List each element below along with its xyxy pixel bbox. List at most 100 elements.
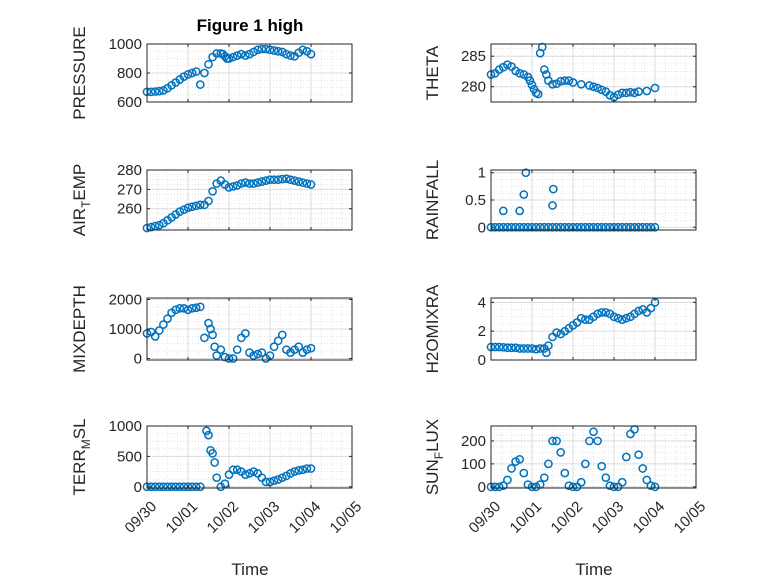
data-point <box>597 222 607 232</box>
data-point <box>183 305 193 315</box>
data-point <box>269 46 279 55</box>
y-tick-label: 1000 <box>109 36 142 53</box>
data-point <box>548 79 557 89</box>
data-point <box>179 205 189 215</box>
data-point <box>580 315 590 324</box>
data-point <box>183 203 193 213</box>
data-point <box>515 222 525 232</box>
data-point <box>507 464 516 473</box>
y-axis-label-pressure: PRESSURE <box>70 26 89 120</box>
data-point <box>257 44 267 54</box>
data-point <box>298 465 308 475</box>
data-point <box>519 190 529 199</box>
data-point <box>597 85 607 95</box>
data-point <box>527 344 537 353</box>
y-tick-label: 270 <box>117 181 142 198</box>
data-point <box>617 222 627 232</box>
data-point <box>195 80 205 89</box>
data-point <box>634 222 643 232</box>
data-point <box>228 52 238 62</box>
data-point <box>593 83 602 93</box>
data-point <box>576 79 586 89</box>
data-point <box>261 176 271 185</box>
data-point <box>601 473 611 483</box>
x-axis-label-right: Time <box>575 560 612 579</box>
y-tick-label: 500 <box>117 448 142 465</box>
data-point <box>294 342 304 352</box>
y-tick-label: 0 <box>478 219 486 236</box>
data-point <box>634 450 643 460</box>
data-point <box>306 49 316 59</box>
data-point <box>294 177 304 186</box>
data-point <box>511 343 520 353</box>
data-point <box>154 86 164 96</box>
data-point <box>179 303 189 313</box>
data-point <box>154 326 164 335</box>
data-point <box>224 354 234 363</box>
y-tick-label: 600 <box>117 94 142 111</box>
data-point <box>525 76 535 85</box>
y-tick-label: 0.5 <box>465 192 486 209</box>
data-point <box>245 179 254 188</box>
data-point <box>302 464 312 473</box>
y-tick-label: 0 <box>478 479 486 496</box>
data-point <box>183 70 193 79</box>
data-point <box>568 482 578 492</box>
data-point <box>306 343 316 353</box>
y-axis-label-h2omixra: H2OMIXRA <box>423 284 442 373</box>
data-point <box>515 206 525 216</box>
data-point <box>576 313 586 323</box>
data-point <box>507 343 516 353</box>
data-point <box>548 184 558 194</box>
data-point <box>224 183 234 192</box>
axes-box-terr-msl <box>146 425 353 489</box>
data-point <box>277 330 287 340</box>
data-point <box>273 336 283 346</box>
data-point <box>634 306 643 316</box>
data-point <box>580 459 590 469</box>
data-point <box>613 90 623 100</box>
data-point <box>609 482 619 492</box>
data-point <box>202 426 211 436</box>
data-point <box>257 348 267 357</box>
data-point <box>249 179 258 188</box>
data-point <box>621 313 631 323</box>
y-tick-label: 100 <box>461 456 486 473</box>
data-point <box>302 345 312 355</box>
data-point <box>210 458 219 467</box>
data-point <box>273 46 283 56</box>
x-tick-label: 10/02 <box>204 498 243 537</box>
data-point <box>269 476 279 486</box>
data-point <box>593 222 602 232</box>
data-point <box>306 180 316 189</box>
data-point <box>220 352 230 362</box>
data-point <box>556 76 566 86</box>
data-point <box>228 465 238 475</box>
data-point <box>503 222 512 232</box>
data-point <box>212 49 222 58</box>
data-point <box>277 473 287 483</box>
data-point <box>585 436 594 446</box>
data-point <box>150 87 160 96</box>
data-point <box>290 467 299 476</box>
data-point <box>498 206 508 216</box>
data-point <box>535 222 545 232</box>
x-tick-label: 10/04 <box>286 498 325 537</box>
x-tick-label: 09/30 <box>122 498 161 537</box>
data-point <box>273 475 283 484</box>
x-axis-label-left: Time <box>231 560 268 579</box>
data-point <box>191 67 201 76</box>
data-point <box>515 454 525 464</box>
data-point <box>245 469 254 478</box>
data-point <box>621 88 631 98</box>
data-point <box>302 179 312 188</box>
data-point <box>195 482 205 492</box>
data-point <box>642 86 652 96</box>
x-tick-label: 10/01 <box>163 498 202 537</box>
data-point <box>552 328 561 337</box>
data-point <box>650 83 660 93</box>
data-point <box>183 482 193 492</box>
data-point <box>560 222 570 232</box>
data-point <box>503 60 512 70</box>
